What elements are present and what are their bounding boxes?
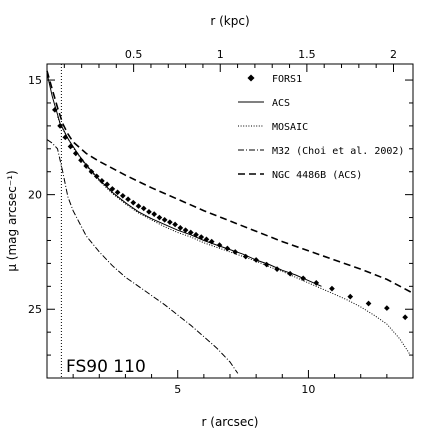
fors1-point: [130, 199, 137, 206]
x-axis-title: r (arcsec): [202, 415, 259, 429]
top-x-tick-label: 1: [217, 48, 224, 61]
fors1-point: [104, 181, 110, 188]
x-tick-label: 10: [301, 383, 315, 396]
top-x-tick-label: 0.5: [125, 48, 143, 61]
fors1-point: [161, 217, 168, 223]
fors1-point: [402, 314, 408, 321]
fors1-point: [125, 196, 131, 203]
series-layer: [46, 70, 414, 374]
fors1-point: [347, 293, 354, 300]
fors1-point: [114, 189, 121, 196]
y-tick-label: 20: [28, 189, 42, 202]
legend-label: MOSAIC: [272, 122, 308, 133]
legend-label: FORS1: [272, 74, 302, 85]
y-axis-title: μ (mag arcsec⁻¹): [5, 170, 19, 271]
fors1-point: [167, 219, 173, 225]
series-line-dashdot: [46, 139, 239, 374]
y-tick-label: 25: [28, 303, 42, 316]
legend-label: NGC 4486B (ACS): [272, 170, 362, 181]
top-x-tick-label: 2: [390, 48, 397, 61]
legend: FORS1 ACS MOSAIC M32 (Choi et al. 2002) NGC …: [238, 74, 404, 181]
fors1-point: [177, 225, 184, 231]
fors1-point: [172, 221, 178, 228]
fors1-point: [119, 192, 126, 199]
fors1-point: [384, 305, 390, 311]
legend-label: M32 (Choi et al. 2002): [272, 146, 404, 157]
series-line-solid: [46, 73, 322, 287]
plot-frame: [46, 63, 414, 379]
axes-layer: 5 10 15 20 25 0.5 1 1.5 2: [28, 48, 414, 396]
fors1-point: [67, 143, 74, 150]
fors1-point: [78, 157, 84, 164]
series-line-dotted: [57, 116, 411, 356]
fors1-point: [156, 214, 163, 221]
top-x-tick-label: 1.5: [298, 48, 316, 61]
fors1-point: [329, 285, 335, 292]
fors1-point: [182, 227, 189, 233]
top-x-axis-title: r (kpc): [210, 14, 249, 28]
fors1-point: [365, 300, 372, 307]
y-tick-label: 15: [28, 74, 42, 87]
series-line-dashed: [46, 70, 414, 294]
x-tick-label: 5: [174, 383, 181, 396]
legend-marker: [247, 74, 255, 82]
fors1-point: [146, 209, 152, 215]
fors1-point: [140, 205, 147, 212]
fors1-point: [151, 211, 158, 217]
legend-label: ACS: [272, 98, 290, 109]
fors1-point: [135, 203, 142, 209]
object-annotation: FS90 110: [66, 357, 146, 377]
